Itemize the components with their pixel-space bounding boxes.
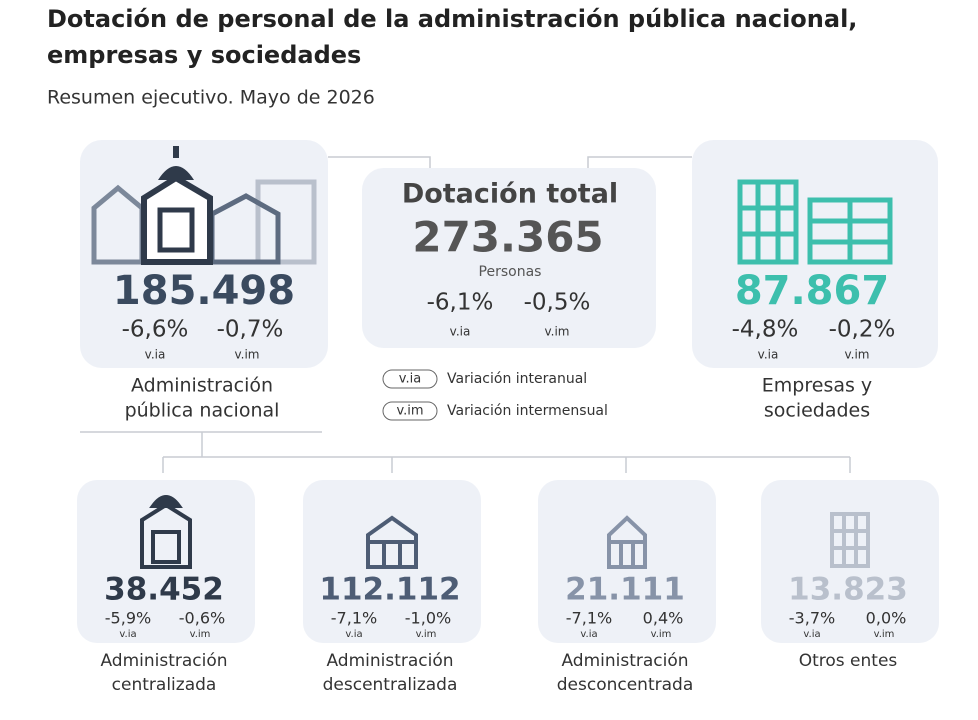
sub-via: -3,7% [789, 609, 835, 628]
vim-label: v.im [544, 325, 569, 339]
empresas-via: -4,8% [732, 317, 799, 343]
sub-value: 13.823 [788, 572, 908, 608]
connectors [80, 156, 851, 473]
vim-label: v.im [651, 629, 672, 640]
icon-part [368, 540, 416, 567]
empresas-name: sociedades [764, 400, 870, 422]
via-label: v.ia [580, 629, 597, 640]
total-card [362, 168, 656, 348]
sub-card [303, 480, 481, 643]
legend-pill [382, 369, 438, 389]
legend-pill [382, 401, 438, 421]
sub-name: Administración [100, 651, 227, 671]
via-label: v.ia [803, 629, 820, 640]
apn-value: 185.498 [113, 268, 295, 314]
total-value: 273.365 [412, 213, 603, 262]
sub-icon [607, 515, 647, 569]
title: empresas y sociedades [47, 41, 361, 69]
apn-icon [91, 146, 317, 265]
total-unit: Personas [479, 264, 542, 280]
icon-part [149, 495, 183, 508]
empresas-vim: -0,2% [829, 317, 896, 343]
subtitle: Resumen ejecutivo. Mayo de 2026 [47, 87, 375, 109]
apn-name: pública nacional [125, 400, 280, 422]
apn-name: Administración [131, 375, 273, 397]
via-label: v.ia [119, 629, 136, 640]
sub-via: -5,9% [105, 609, 151, 628]
empresas-card [692, 140, 938, 368]
icon-part [151, 530, 181, 564]
legend-abbr: v.ia [399, 372, 421, 387]
vim-label: v.im [844, 348, 869, 362]
sub-value: 38.452 [104, 572, 224, 608]
legend-text: Variación intermensual [447, 403, 608, 419]
sub-icon [830, 512, 870, 568]
sub-vim: 0,0% [866, 609, 907, 628]
sub-card [538, 480, 716, 643]
via-label: v.ia [758, 348, 779, 362]
vim-label: v.im [234, 348, 259, 362]
sub-vim: -1,0% [405, 609, 451, 628]
total-label: Dotación total [402, 179, 618, 210]
vim-label: v.im [190, 629, 211, 640]
legend-text: Variación interanual [447, 371, 587, 387]
vim-label: v.im [416, 629, 437, 640]
legend-abbr: v.im [396, 404, 423, 419]
apn-via: -6,6% [122, 317, 189, 343]
icon-part [609, 540, 645, 567]
sub-name: Administración [326, 651, 453, 671]
sub-vim: -0,6% [179, 609, 225, 628]
icon-part [832, 514, 868, 566]
sub-icon [140, 495, 192, 569]
sub-via: -7,1% [566, 609, 612, 628]
via-label: v.ia [145, 348, 166, 362]
sub-value: 112.112 [319, 572, 460, 608]
vim-label: v.im [874, 629, 895, 640]
empresas-value: 87.867 [735, 268, 889, 314]
sub-name: Otros entes [799, 651, 898, 671]
sub-name: centralizada [112, 675, 217, 695]
sub-via: -7,1% [331, 609, 377, 628]
icon-part [140, 502, 192, 569]
via-label: v.ia [450, 325, 471, 339]
sub-value: 21.111 [565, 572, 685, 608]
sub-name: descentralizada [323, 675, 458, 695]
sub-vim: 0,4% [643, 609, 684, 628]
title: Dotación de personal de la administració… [47, 5, 857, 33]
sub-icon [366, 515, 418, 569]
sub-name: Administración [561, 651, 688, 671]
empresas-name: Empresas y [762, 375, 872, 397]
empresas-icon [737, 179, 893, 265]
sub-name: desconcentrada [557, 675, 694, 695]
total-vim: -0,5% [524, 290, 591, 316]
total-via: -6,1% [427, 290, 494, 316]
sub-card [761, 480, 939, 643]
via-label: v.ia [345, 629, 362, 640]
apn-vim: -0,7% [217, 317, 284, 343]
icon-part [830, 512, 870, 568]
